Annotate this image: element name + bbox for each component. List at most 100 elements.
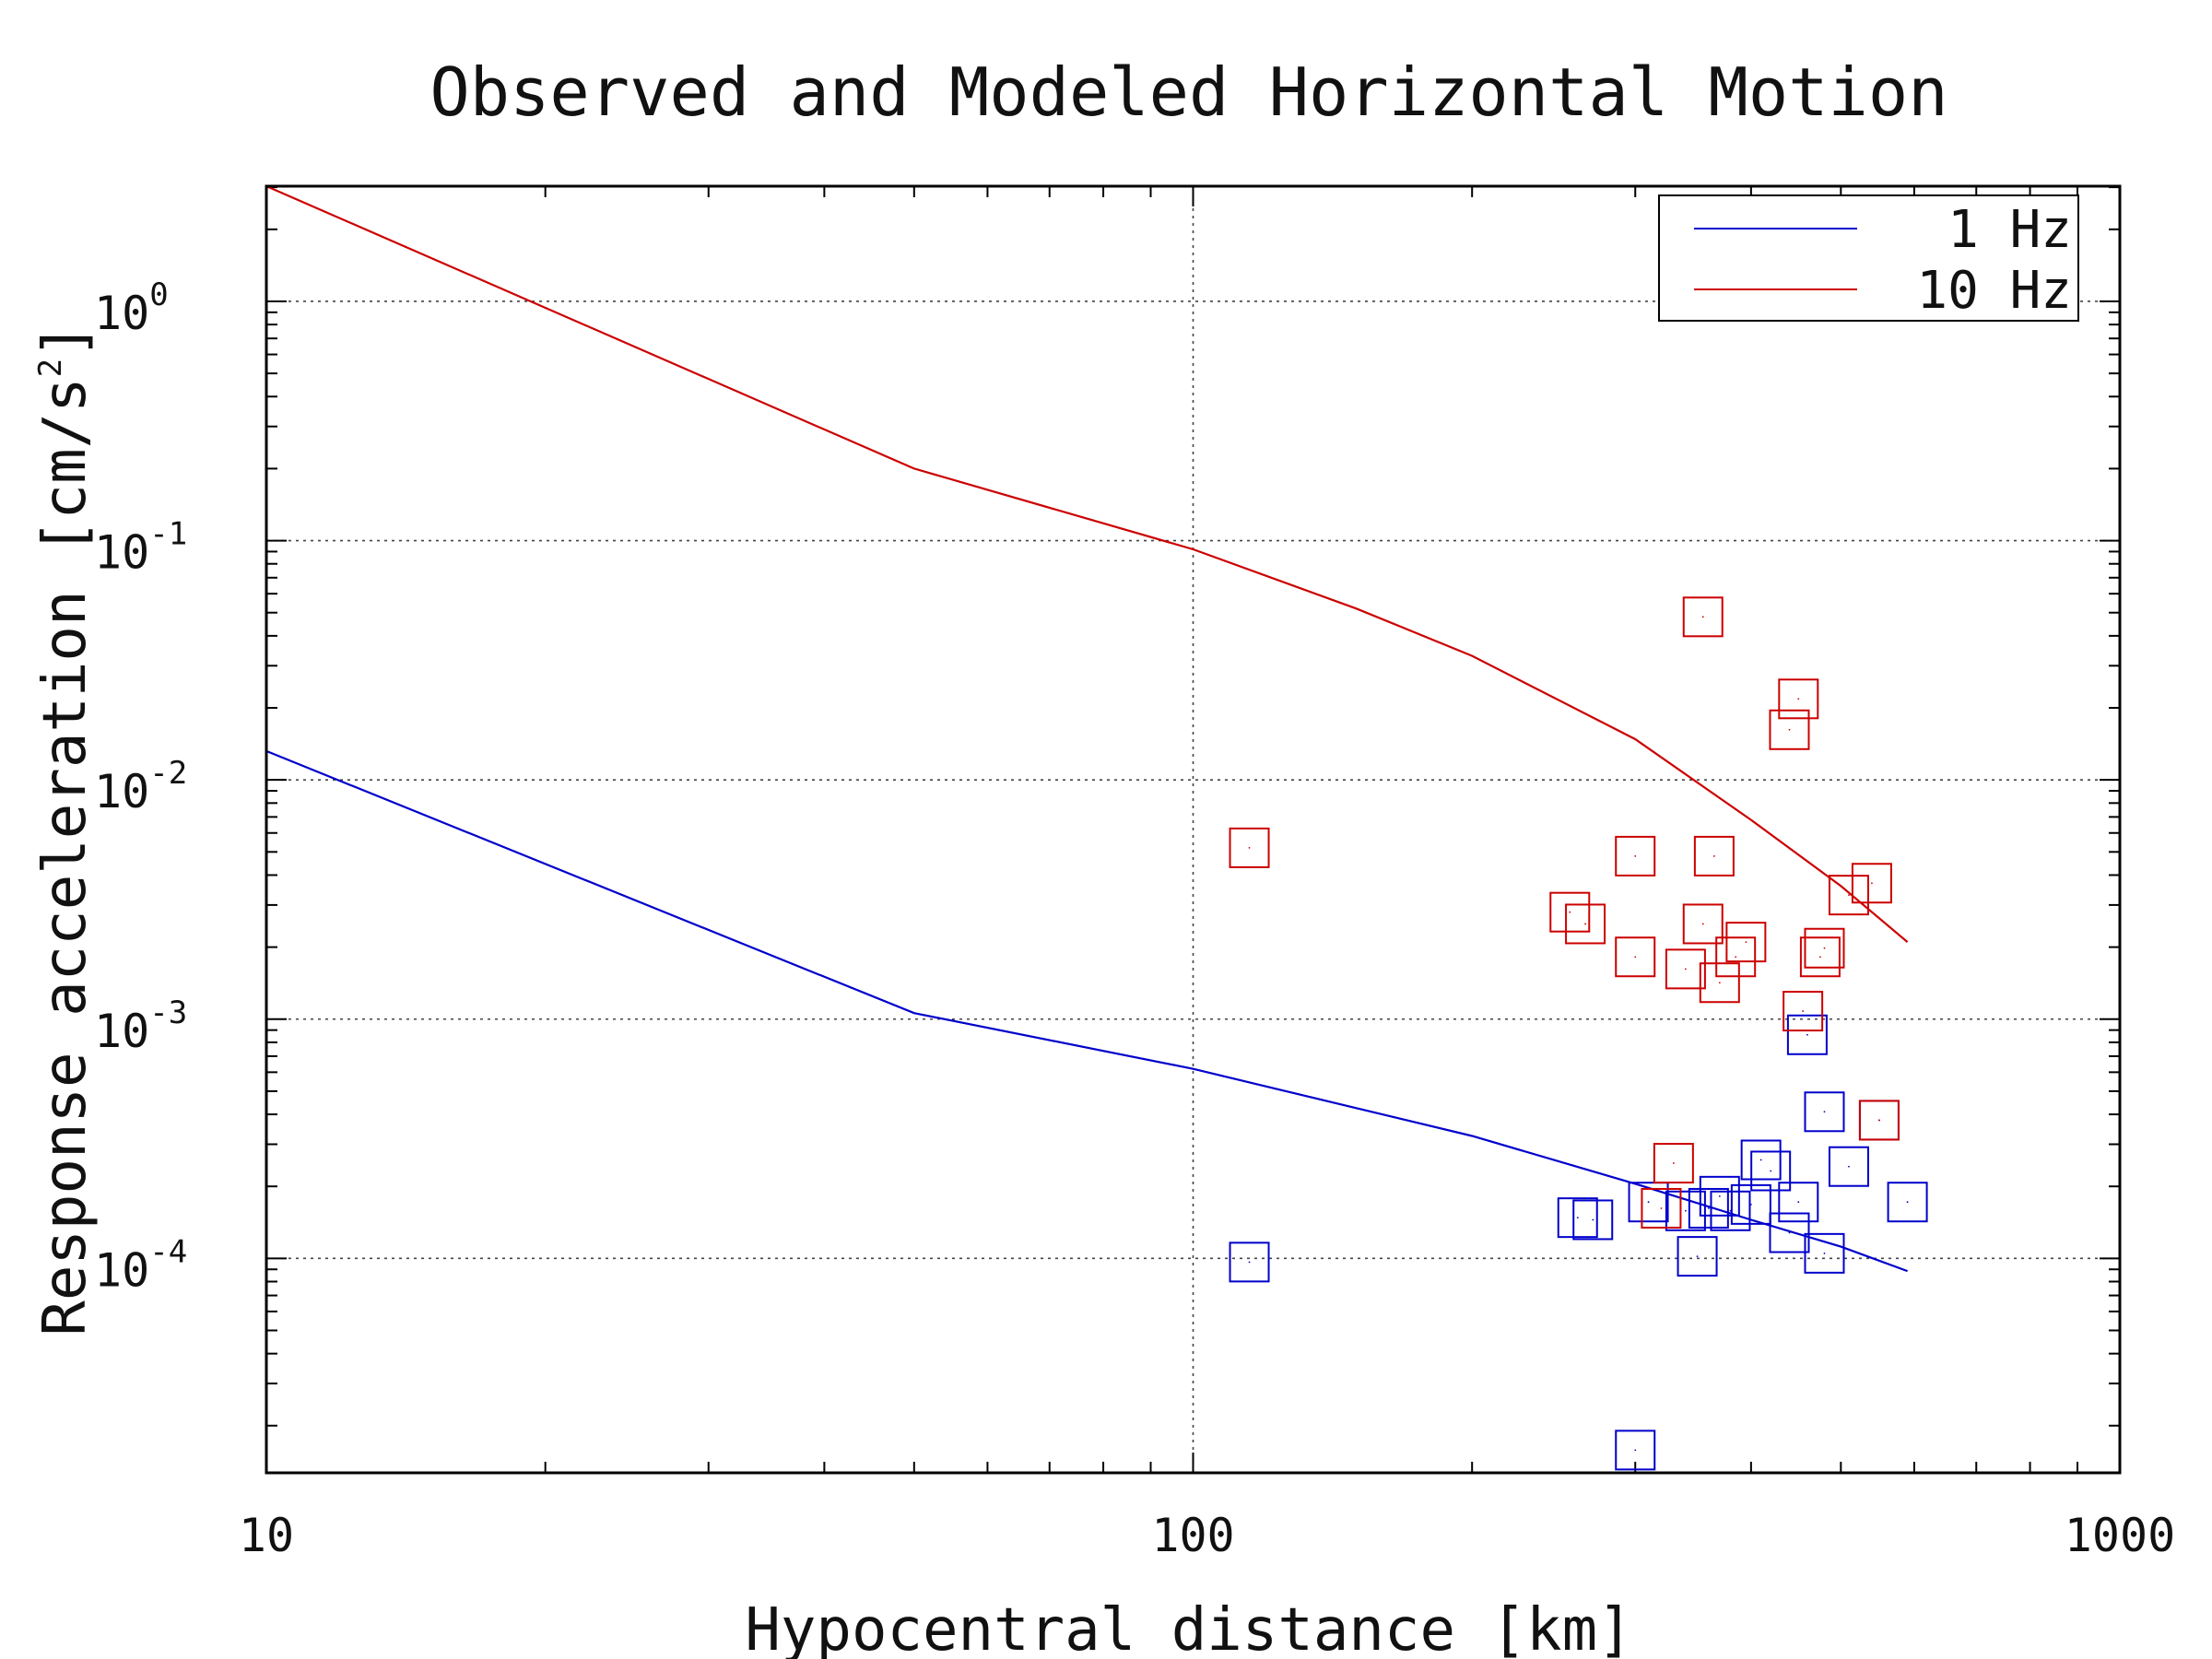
observed-point-center-1hz <box>1685 1209 1687 1212</box>
y-tick-label-exponent: -1 <box>149 516 187 553</box>
y-tick-label-exponent: -3 <box>149 994 187 1031</box>
observed-point-center-1hz <box>1592 1218 1594 1221</box>
model-line-10hz <box>265 184 1909 943</box>
observed-point-1hz <box>1665 1190 1706 1231</box>
observed-point-10hz <box>1641 1187 1682 1229</box>
y-axis-label-close: ] <box>31 323 100 359</box>
observed-point-center-1hz <box>1788 1231 1791 1234</box>
legend-label-1hz: 1 Hz <box>1947 200 2072 260</box>
observed-point-center-10hz <box>1718 982 1721 984</box>
observed-point-center-1hz <box>1823 1111 1826 1113</box>
observed-point-1hz <box>1778 1182 1819 1223</box>
x-tick-label: 100 <box>1151 1509 1234 1562</box>
y-tick-label-base: 10 <box>94 526 149 580</box>
observed-point-10hz <box>1229 827 1270 868</box>
observed-point-center-10hz <box>1823 947 1826 949</box>
observed-point-center-10hz <box>1634 855 1637 857</box>
observed-point-10hz <box>1828 875 1869 916</box>
observed-point-1hz <box>1740 1139 1782 1181</box>
observed-point-center-1hz <box>1906 1201 1909 1204</box>
observed-point-center-10hz <box>1819 956 1821 959</box>
observed-point-1hz <box>1786 1014 1828 1055</box>
legend-label-10hz: 10 Hz <box>1916 261 2072 321</box>
y-tick-label-exponent: 0 <box>149 276 168 313</box>
plot-series <box>265 184 1928 1471</box>
observed-point-1hz <box>1628 1182 1669 1223</box>
observed-point-1hz <box>1572 1199 1614 1241</box>
observed-point-center-10hz <box>1712 855 1715 857</box>
observed-point-center-10hz <box>1634 956 1637 959</box>
observed-point-center-1hz <box>1248 1261 1251 1264</box>
observed-point-10hz <box>1851 863 1892 904</box>
y-tick-label-base: 10 <box>94 765 149 818</box>
observed-point-1hz <box>1229 1241 1270 1283</box>
observed-point-10hz <box>1804 927 1845 969</box>
y-tick-label: 100 <box>94 276 169 340</box>
observed-point-1hz <box>1769 1212 1810 1253</box>
observed-point-1hz <box>1677 1236 1718 1277</box>
observed-point-1hz <box>1688 1187 1729 1229</box>
observed-point-1hz <box>1828 1146 1869 1187</box>
observed-point-1hz <box>1699 1175 1740 1217</box>
observed-point-1hz <box>1557 1197 1598 1239</box>
observed-point-center-1hz <box>1848 1165 1850 1168</box>
y-tick-label: 10-2 <box>94 755 187 818</box>
x-axis-label: Hypocentral distance [km] <box>745 1596 1632 1659</box>
observed-point-center-10hz <box>1735 956 1737 959</box>
observed-point-center-1hz <box>1696 1255 1699 1258</box>
y-tick-label-base: 10 <box>94 1243 149 1297</box>
observed-point-1hz <box>1710 1190 1751 1231</box>
y-tick-label-exponent: -2 <box>149 755 187 792</box>
y-tick-label: 10-1 <box>94 516 187 580</box>
observed-point-10hz <box>1615 835 1656 877</box>
chart-title: Observed and Modeled Horizontal Motion <box>429 53 1947 131</box>
observed-point-10hz <box>1565 903 1606 945</box>
y-tick-label: 10-4 <box>94 1233 187 1297</box>
observed-point-center-10hz <box>1871 882 1873 885</box>
observed-point-10hz <box>1715 936 1757 978</box>
observed-point-10hz <box>1725 922 1767 963</box>
y-tick-label-base: 10 <box>94 287 149 340</box>
observed-point-10hz <box>1693 835 1735 877</box>
y-tick-label: 10-3 <box>94 994 187 1058</box>
observed-point-center-1hz <box>1749 1203 1752 1206</box>
grid <box>266 186 2120 1473</box>
observed-point-10hz <box>1799 936 1841 978</box>
y-axis-label: Response acceleration [cm/s2] <box>31 323 100 1335</box>
observed-point-1hz <box>1804 1232 1845 1274</box>
observed-point-center-10hz <box>1672 1162 1675 1164</box>
legend: 1 Hz 10 Hz <box>1658 194 2079 322</box>
observed-point-1hz <box>1887 1182 1928 1223</box>
y-tick-label-base: 10 <box>94 1005 149 1058</box>
y-axis-label-superscript: 2 <box>32 359 69 377</box>
x-tick-label: 10 <box>239 1509 294 1562</box>
plot-frame <box>265 184 2122 1475</box>
observed-point-10hz <box>1858 1100 1900 1141</box>
observed-point-center-10hz <box>1685 968 1687 971</box>
observed-point-center-10hz <box>1848 894 1850 897</box>
observed-point-center-10hz <box>1788 728 1791 731</box>
observed-point-center-1hz <box>1806 1033 1808 1036</box>
observed-point-1hz <box>1750 1150 1792 1192</box>
observed-point-10hz <box>1769 709 1810 750</box>
observed-point-center-1hz <box>1823 1252 1826 1254</box>
observed-point-center-10hz <box>1584 923 1586 925</box>
observed-point-10hz <box>1549 891 1591 933</box>
observed-point-center-1hz <box>1770 1170 1772 1172</box>
y-axis-label-text: Response acceleration [cm/s <box>31 377 100 1335</box>
observed-point-10hz <box>1783 991 1824 1032</box>
observed-point-center-1hz <box>1759 1159 1762 1161</box>
observed-point-center-1hz <box>1718 1194 1721 1197</box>
observed-point-center-1hz <box>1647 1201 1650 1204</box>
observed-point-center-1hz <box>1634 1449 1637 1452</box>
observed-point-center-10hz <box>1878 1119 1880 1122</box>
observed-point-center-1hz <box>1797 1201 1800 1204</box>
observed-point-center-10hz <box>1802 1010 1805 1012</box>
observed-point-1hz <box>1615 1430 1656 1471</box>
observed-point-10hz <box>1682 596 1724 638</box>
observed-point-center-10hz <box>1701 923 1704 925</box>
observed-point-10hz <box>1665 948 1706 990</box>
observed-point-center-10hz <box>1248 846 1251 849</box>
